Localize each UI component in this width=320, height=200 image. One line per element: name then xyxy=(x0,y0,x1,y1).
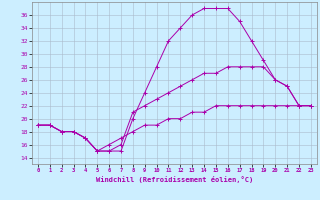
X-axis label: Windchill (Refroidissement éolien,°C): Windchill (Refroidissement éolien,°C) xyxy=(96,176,253,183)
